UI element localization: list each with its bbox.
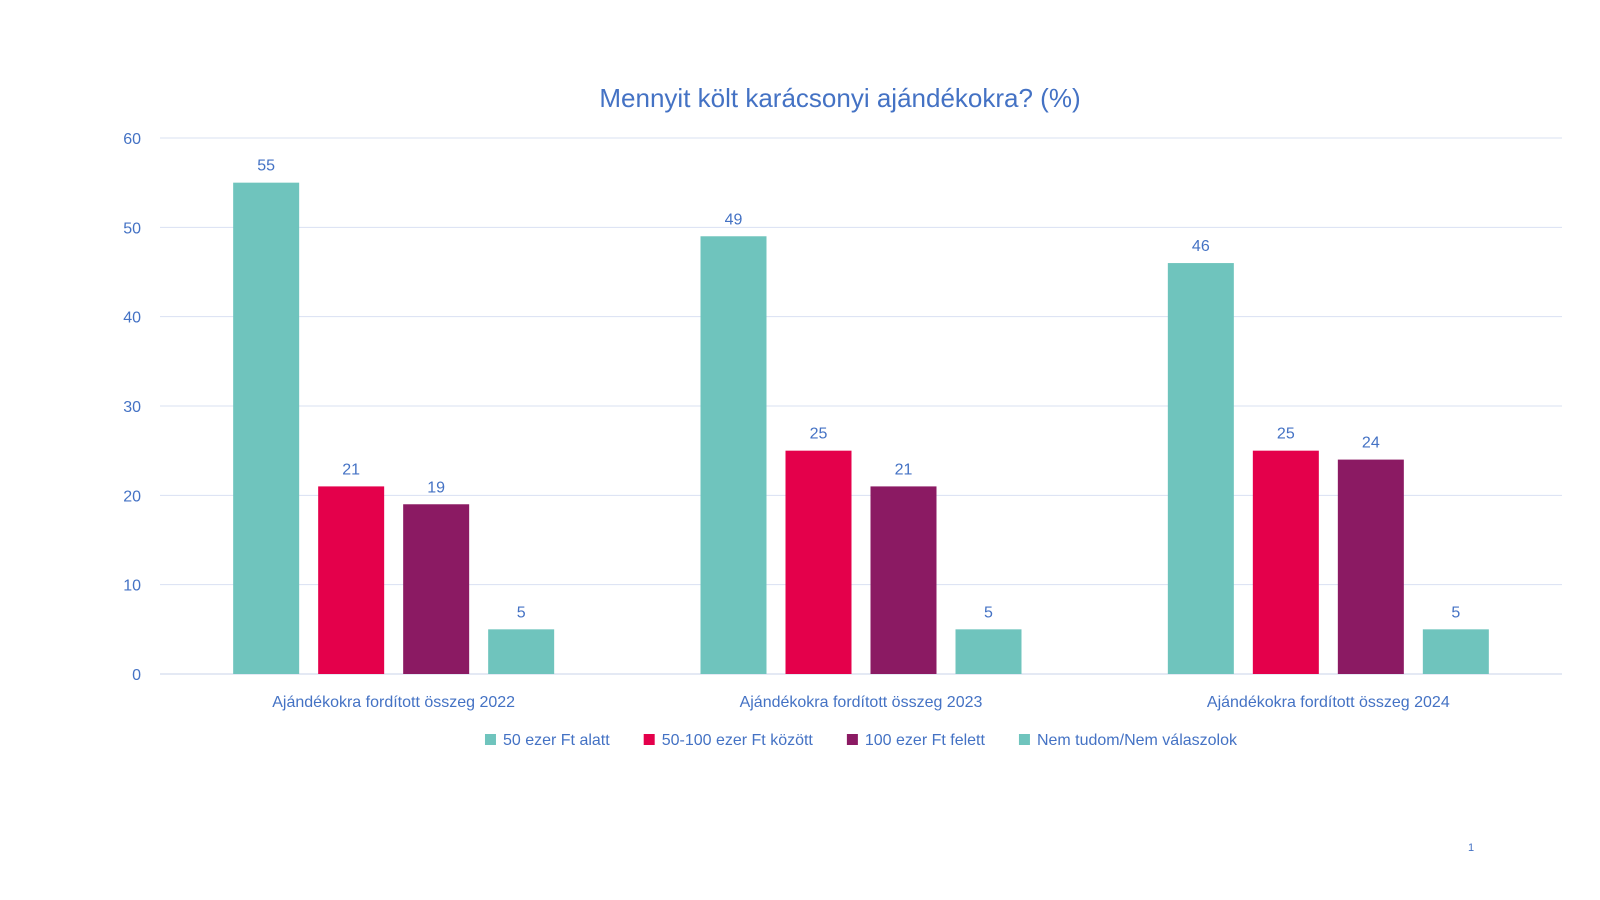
x-category-label: Ajándékokra fordított összeg 2023	[740, 694, 983, 711]
data-label: 25	[1277, 426, 1295, 443]
legend-item-3: 100 ezer Ft felett	[846, 732, 986, 749]
legend-swatch	[846, 734, 858, 745]
legend-item-4: Nem tudom/Nem válaszolok	[1018, 732, 1238, 749]
x-axis: Ajándékokra fordított összeg 2022 Ajándék…	[272, 694, 1450, 711]
data-label: 5	[984, 604, 993, 621]
legend-label: 50 ezer Ft alatt	[503, 732, 610, 749]
legend-item-1: 50 ezer Ft alatt	[484, 732, 610, 749]
data-label: 21	[895, 461, 913, 478]
data-label: 49	[725, 211, 743, 228]
data-label: 19	[427, 479, 445, 496]
y-tick-label: 40	[123, 310, 141, 327]
legend: 50 ezer Ft alatt 50-100 ezer Ft között 100…	[484, 732, 1238, 749]
bar-1-2	[318, 486, 385, 674]
legend-swatch	[643, 734, 655, 745]
bar-2-4	[955, 629, 1022, 674]
bar-2-3	[870, 486, 937, 674]
data-label: 5	[1451, 604, 1460, 621]
y-tick-label: 50	[123, 220, 141, 237]
bar-3-2	[1252, 450, 1319, 674]
legend-swatch	[484, 734, 496, 745]
bar-3-3	[1337, 459, 1404, 674]
chart-title: Mennyit költ karácsonyi ajándékokra? (%)	[599, 83, 1080, 113]
legend-label: 100 ezer Ft felett	[865, 732, 986, 749]
x-category-label: Ajándékokra fordított összeg 2024	[1207, 694, 1450, 711]
data-label: 46	[1192, 238, 1210, 255]
y-axis: 0 10 20 30 40 50 60	[123, 131, 141, 684]
legend-swatch	[1018, 734, 1030, 745]
legend-item-2: 50-100 ezer Ft között	[643, 732, 814, 749]
legend-label: Nem tudom/Nem válaszolok	[1037, 732, 1238, 749]
bars	[233, 182, 1489, 674]
y-tick-label: 30	[123, 399, 141, 416]
legend-label: 50-100 ezer Ft között	[662, 732, 814, 749]
bar-1-1	[233, 182, 300, 674]
gridlines	[160, 137, 1562, 675]
bar-2-1	[700, 236, 767, 674]
data-labels: 55 21 19 5 49 25 21 5 46 25 24 5	[257, 158, 1460, 622]
x-category-label: Ajándékokra fordított összeg 2022	[272, 694, 515, 711]
bar-1-3	[403, 504, 470, 674]
bar-1-4	[488, 629, 555, 674]
data-label: 5	[517, 604, 526, 621]
bar-3-4	[1422, 629, 1489, 674]
data-label: 55	[257, 158, 275, 175]
data-label: 25	[810, 426, 828, 443]
y-tick-label: 0	[132, 667, 141, 684]
data-label: 21	[342, 461, 360, 478]
page-number: 1	[1468, 842, 1475, 854]
bar-3-1	[1167, 263, 1234, 674]
y-tick-label: 10	[123, 578, 141, 595]
y-tick-label: 60	[123, 131, 141, 148]
bar-2-2	[785, 450, 852, 674]
data-label: 24	[1362, 435, 1380, 452]
y-tick-label: 20	[123, 488, 141, 505]
